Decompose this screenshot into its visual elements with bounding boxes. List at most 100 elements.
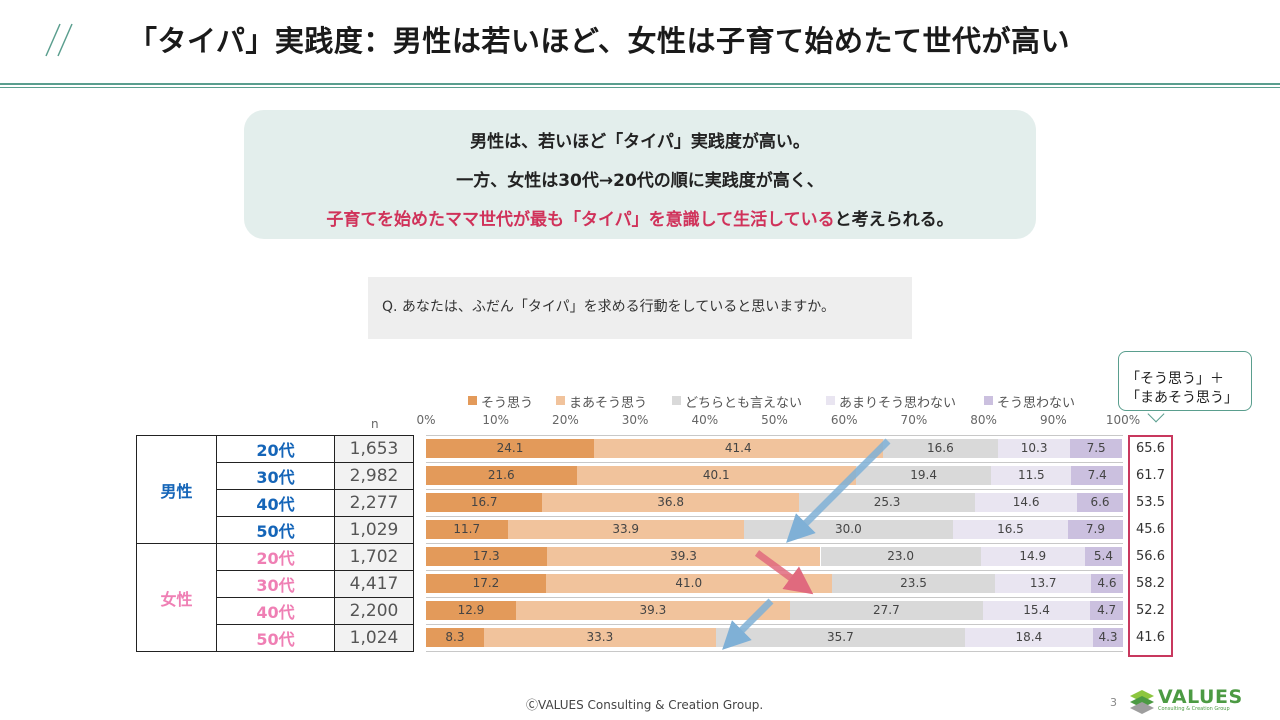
- bar-segment: 30.0: [743, 520, 953, 539]
- bar-segment: 14.9: [980, 547, 1085, 566]
- row-gridline: [426, 597, 1123, 598]
- title-divider-thin: [0, 87, 1280, 88]
- top2-sum-value: 56.6: [1136, 549, 1165, 564]
- top2-sum-box: [1128, 435, 1173, 657]
- bar-segment: 7.4: [1071, 466, 1123, 485]
- bar-segment: 13.7: [995, 574, 1091, 593]
- bar-segment: 35.7: [715, 628, 965, 647]
- x-tick-label: 30%: [621, 413, 649, 427]
- x-tick-label: 60%: [830, 413, 858, 427]
- bar-segment: 41.4: [593, 439, 883, 458]
- legend-swatch: [556, 396, 565, 405]
- summary-line-2: 一方、女性は30代→20代の順に実践度が高く、: [456, 171, 824, 191]
- bar-segment: 6.6: [1076, 493, 1123, 512]
- title-slash-icon: [45, 23, 73, 57]
- callout-text: 「そう思う」＋ 「まあそう思う」: [1118, 351, 1252, 411]
- legend-swatch: [826, 396, 835, 405]
- bar-segment: 4.6: [1090, 574, 1123, 593]
- table-row: 女性 20代 1,702: [136, 543, 414, 652]
- row-gridline: [426, 489, 1123, 490]
- bar-segment: 11.5: [991, 466, 1072, 485]
- question-box: Q. あなたは、ふだん「タイパ」を求める行動をしていると思いますか。: [368, 277, 912, 339]
- x-tick-label: 100%: [1105, 413, 1141, 427]
- age-label: 40代: [216, 597, 335, 625]
- top2-sum-value: 45.6: [1136, 522, 1165, 537]
- bar-row: 17.3 39.3 23.0 14.9 5.4: [426, 547, 1123, 566]
- table-row: 40代 2,277: [137, 489, 414, 517]
- bar-row: 11.7 33.9 30.0 16.5 7.9: [426, 520, 1123, 539]
- logo-mark-icon: [1130, 690, 1154, 714]
- top2-sum-value: 58.2: [1136, 576, 1165, 591]
- top2-sum-value: 52.2: [1136, 603, 1165, 618]
- bar-segment: 11.7: [426, 520, 508, 539]
- bar-row: 17.2 41.0 23.5 13.7 4.6: [426, 574, 1123, 593]
- age-label: 20代: [216, 543, 335, 571]
- x-tick-label: 0%: [416, 413, 436, 427]
- sample-size: 1,653: [334, 435, 414, 463]
- row-gridline: [426, 516, 1123, 517]
- bar-segment: 40.1: [576, 466, 857, 485]
- bar-segment: 17.3: [426, 547, 547, 566]
- callout-line-2: 「まあそう思う」: [1126, 390, 1238, 406]
- legend-swatch: [984, 396, 993, 405]
- stacked-bar-chart: 24.1 41.4 16.6 10.3 7.5 21.6 40.1 19.4 11.5 7.4 16…: [426, 435, 1123, 652]
- legend-label: そう思わない: [997, 396, 1076, 411]
- bar-segment: 15.4: [982, 601, 1091, 620]
- company-logo: VALUES Consulting & Creation Group: [1128, 686, 1243, 716]
- title-divider: [0, 83, 1280, 85]
- row-gridline: [426, 570, 1123, 571]
- bar-segment: 10.3: [998, 439, 1071, 458]
- x-tick-label: 90%: [1039, 413, 1067, 427]
- top2-sum-value: 53.5: [1136, 495, 1165, 510]
- age-label: 40代: [216, 489, 335, 517]
- bar-segment: 16.7: [426, 493, 543, 512]
- group-label: 女性: [136, 543, 217, 652]
- summary-line-3: 子育てを始めたママ世代が最も「タイパ」を意識して生活していると考えられる。: [244, 205, 1036, 230]
- table-row: 50代 1,024: [137, 624, 414, 652]
- table-row: 40代 2,200: [137, 597, 414, 625]
- bar-segment: 36.8: [542, 493, 799, 512]
- table-row: 30代 4,417: [137, 570, 414, 598]
- bar-segment: 12.9: [426, 601, 516, 620]
- legend-label: まあそう思う: [569, 396, 648, 411]
- top2-sum-value: 41.6: [1136, 630, 1165, 645]
- top2-sum-value: 65.6: [1136, 441, 1165, 456]
- question-text: Q. あなたは、ふだん「タイパ」を求める行動をしていると思いますか。: [382, 299, 835, 315]
- bar-segment: 16.5: [952, 520, 1068, 539]
- summary-highlight: 子育てを始めたママ世代が最も「タイパ」を意識して生活している: [326, 210, 835, 230]
- bar-segment: 8.3: [426, 628, 484, 647]
- bar-segment: 23.0: [820, 547, 981, 566]
- bar-segment: 39.3: [515, 601, 790, 620]
- sample-size: 1,029: [334, 516, 414, 544]
- bar-row: 8.3 33.3 35.7 18.4 4.3: [426, 628, 1123, 647]
- sample-size: 2,982: [334, 462, 414, 490]
- bar-segment: 27.7: [789, 601, 983, 620]
- bar-segment: 21.6: [426, 466, 577, 485]
- bar-segment: 33.9: [507, 520, 744, 539]
- row-gridline: [426, 435, 1123, 436]
- legend-swatch: [672, 396, 681, 405]
- top2-sum-value: 61.7: [1136, 468, 1165, 483]
- bar-segment: 7.9: [1067, 520, 1123, 539]
- age-label: 30代: [216, 570, 335, 598]
- age-label: 30代: [216, 462, 335, 490]
- legend-label: あまりそう思わない: [839, 396, 957, 411]
- legend-swatch: [468, 396, 477, 405]
- table-row: 30代 2,982: [137, 462, 414, 490]
- bar-segment: 16.6: [882, 439, 999, 458]
- bar-segment: 25.3: [798, 493, 976, 512]
- chart-legend: そう思う まあそう思う どちらとも言えない あまりそう思わない そう思わない: [0, 392, 1280, 412]
- bar-row: 24.1 41.4 16.6 10.3 7.5: [426, 439, 1123, 458]
- sample-size: 1,702: [334, 543, 414, 571]
- bar-segment: 7.5: [1070, 439, 1123, 458]
- x-tick-label: 40%: [691, 413, 719, 427]
- x-tick-label: 70%: [900, 413, 928, 427]
- bar-segment: 23.5: [831, 574, 996, 593]
- summary-box: 男性は、若いほど「タイパ」実践度が高い。 一方、女性は30代→20代の順に実践度…: [244, 110, 1036, 239]
- legend-label: そう思う: [481, 396, 534, 411]
- bar-segment: 5.4: [1084, 547, 1123, 566]
- group-label: 男性: [136, 435, 217, 544]
- x-tick-label: 80%: [970, 413, 997, 427]
- footer-copyright: ⒸVALUES Consulting & Creation Group.: [526, 698, 764, 712]
- bar-segment: 39.3: [546, 547, 821, 566]
